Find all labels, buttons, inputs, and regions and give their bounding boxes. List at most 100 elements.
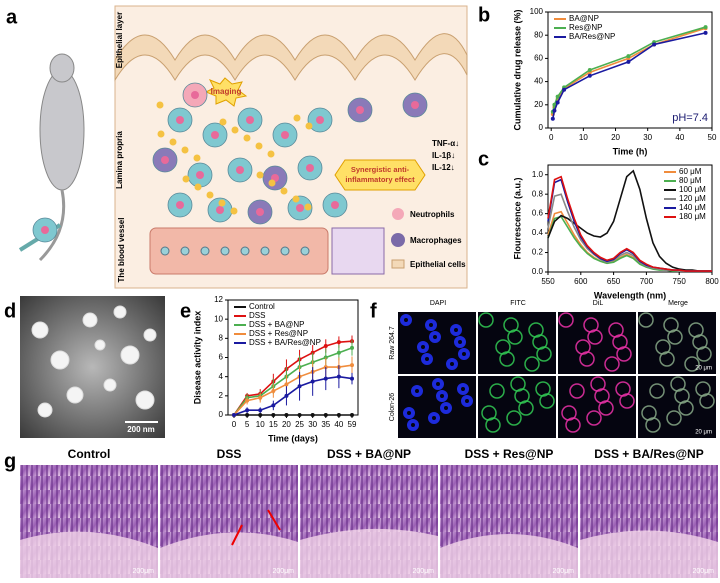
x-tick-label: 550 [541, 277, 555, 286]
submucosa [440, 534, 578, 578]
tem-particle [135, 390, 155, 410]
nanoparticle [280, 187, 288, 195]
y-tick-label: 0 [219, 410, 224, 419]
nucleus [316, 116, 324, 124]
y-tick-label: 0.2 [532, 248, 544, 257]
micro-cell [461, 395, 473, 407]
effect-label: Synergistic anti- [351, 165, 410, 174]
series-line [547, 175, 712, 272]
legend-label: Neutrophils [410, 210, 455, 219]
vessel-particle [200, 246, 210, 256]
legend-label: BA/Res@NP [569, 32, 615, 41]
series-line [552, 32, 706, 119]
micro-cell [503, 317, 519, 333]
micro-cell [558, 312, 574, 328]
nucleus [216, 206, 224, 214]
nanoparticle [256, 171, 264, 179]
effect-badge [334, 159, 426, 191]
marker [336, 374, 341, 379]
scale-label: 200μm [412, 568, 434, 575]
nanoparticle [157, 130, 165, 138]
panel-label: e [180, 300, 191, 322]
marker [555, 100, 560, 105]
marker [271, 413, 276, 417]
tem-particle [143, 328, 157, 342]
vessel-particle [280, 246, 290, 256]
marker [271, 403, 276, 408]
imaging-star [204, 77, 248, 107]
marker [552, 102, 557, 107]
neutrophil-icon [392, 208, 404, 220]
micro-cell [670, 376, 686, 392]
y-tick-label: 0.4 [532, 228, 544, 237]
nucleus [256, 208, 264, 216]
mouse-body [39, 69, 85, 191]
epithelial-icon [391, 259, 405, 269]
micro-cell [478, 312, 494, 328]
scale-label: 200 nm [127, 425, 155, 434]
legend-label: Control [249, 302, 275, 311]
tem-particle [103, 378, 117, 392]
nucleus [411, 101, 419, 109]
micro-cell [615, 381, 631, 397]
column-label: DiL [593, 300, 604, 307]
micro-cell [407, 419, 419, 431]
vessel-particle [260, 246, 270, 256]
marker [258, 395, 263, 400]
marker [245, 408, 250, 413]
y-tick-label: 6 [219, 353, 224, 362]
tem-particle [120, 345, 140, 365]
plot-frame [547, 11, 713, 129]
tem-particle [113, 305, 127, 319]
legend-label: 60 μM [679, 167, 702, 176]
histology-title: DSS [217, 447, 242, 461]
marker [550, 116, 555, 121]
scale-label: 200μm [272, 568, 294, 575]
legend-label: 80 μM [679, 176, 702, 185]
legend-label: DSS + BA@NP [249, 320, 304, 329]
schematic: Imaging Epithelial layer Lamina propria … [18, 5, 468, 289]
scale-label: 200μm [552, 568, 574, 575]
marker [555, 94, 560, 99]
nanoparticle [169, 138, 177, 146]
inset [331, 227, 385, 275]
legend-label: 180 μM [679, 212, 706, 221]
marker [350, 376, 354, 381]
y-tick-label: 12 [214, 295, 223, 304]
cytokine: TNF-α↓ [432, 139, 459, 148]
x-axis-label: Time (days) [268, 433, 318, 443]
nucleus [211, 131, 219, 139]
microscopy: DAPI FITC DiL Merge Raw 264.7 20 μm Colon-26 20… [389, 300, 716, 438]
micro-cell [429, 331, 441, 343]
micro-cell [411, 385, 423, 397]
micro-cell [481, 405, 497, 421]
mouse-head [49, 53, 75, 83]
x-tick-label: 30 [308, 420, 317, 429]
x-tick-label: 800 [705, 277, 719, 286]
marker [258, 413, 263, 417]
x-tick-label: 40 [675, 133, 684, 142]
vessel-particle [180, 246, 190, 256]
macrophage-icon [391, 233, 405, 247]
micro-cell [604, 356, 620, 372]
micro-cell [688, 322, 704, 338]
x-tick-label: 5 [245, 420, 250, 429]
nanoparticle [218, 199, 226, 207]
marker [562, 87, 567, 92]
micro-cell [425, 319, 437, 331]
y-tick-label: 10 [214, 314, 223, 323]
marker [310, 413, 315, 417]
tem-particle [37, 402, 53, 418]
marker [297, 413, 302, 417]
nucleus [191, 91, 199, 99]
y-tick-label: 4 [219, 372, 224, 381]
series-line [552, 27, 706, 115]
panel-label: b [478, 4, 490, 26]
panel-label: a [6, 6, 18, 28]
x-tick-label: 750 [673, 277, 687, 286]
nanoparticle [219, 118, 227, 126]
nanoparticle [182, 175, 190, 183]
x-tick-label: 20 [282, 420, 291, 429]
